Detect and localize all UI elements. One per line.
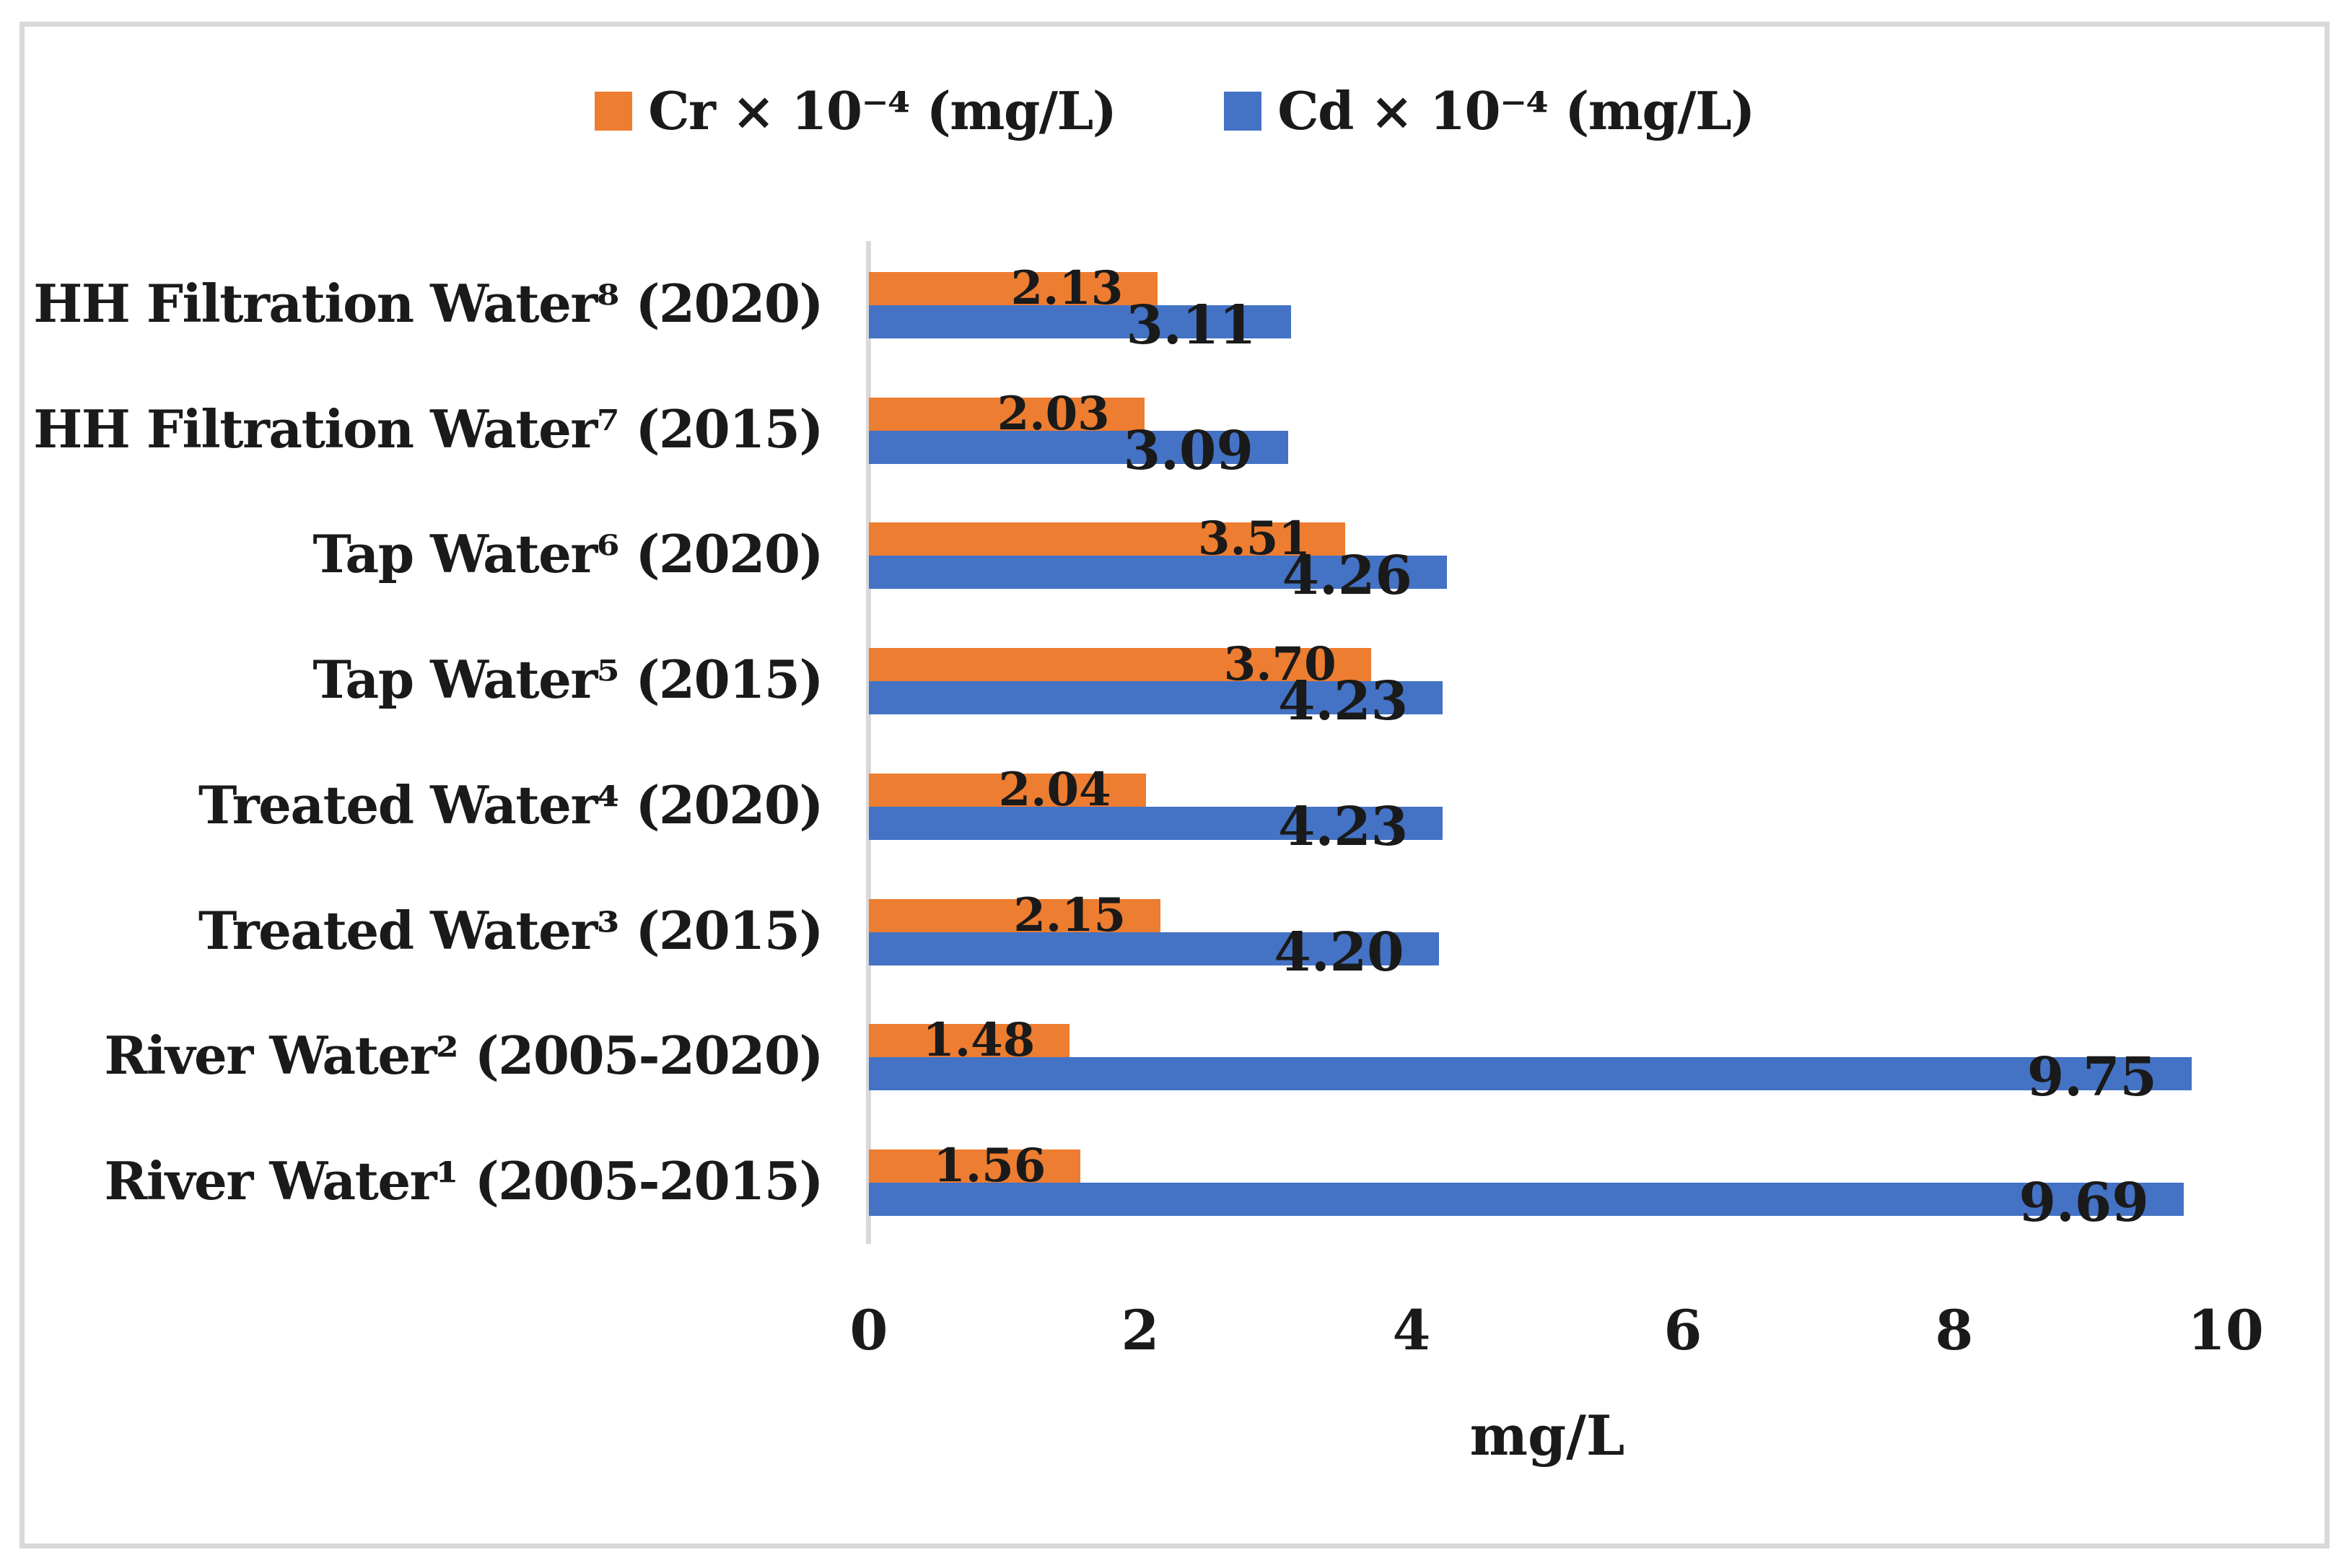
legend-swatch-cd-icon [1224,92,1262,131]
data-label-cr-2: 3.51 [1198,512,1311,566]
data-label-cd-5: 4.20 [1274,921,1404,984]
data-label-cr-4: 2.04 [998,762,1111,817]
data-label-cd-4: 4.23 [1278,795,1409,858]
category-label: Tap Water⁶ (2020) [312,523,823,585]
bar-cr-6: 1.48 [869,1017,1070,1064]
x-tick-label: 10 [2187,1298,2264,1362]
data-label-cd-2: 4.26 [1282,545,1412,608]
legend-item-cr: Cr × 10⁻⁴ (mg/L) [595,80,1117,141]
data-label-cd-3: 4.23 [1278,670,1409,733]
bar-cd-4: 4.23 [869,800,1443,854]
category-label: HH Filtration Water⁸ (2020) [33,272,823,334]
x-tick-label: 2 [1121,1298,1160,1362]
data-label-cd-7: 9.69 [2018,1172,2149,1235]
legend: Cr × 10⁻⁴ (mg/L) Cd × 10⁻⁴ (mg/L) [0,85,2349,137]
data-label-cr-3: 3.70 [1223,637,1337,692]
data-label-cd-6: 9.75 [2026,1046,2157,1109]
x-tick-label: 6 [1663,1298,1702,1362]
x-tick-label: 4 [1392,1298,1431,1362]
bar-cr-7: 1.56 [869,1143,1081,1189]
legend-item-cd: Cd × 10⁻⁴ (mg/L) [1224,80,1755,141]
bar-cr-1: 2.03 [869,390,1145,437]
category-label: Treated Water⁴ (2020) [198,774,824,836]
x-axis-ticks: 0 2 4 6 8 10 [850,1298,2264,1362]
data-label-cr-1: 2.03 [997,386,1110,441]
data-label-cd-1: 3.09 [1123,419,1254,482]
bar-cd-2: 4.26 [869,549,1447,603]
category-axis: HH Filtration Water⁸ (2020) HH Filtration… [29,241,823,1244]
bar-cd-5: 4.20 [869,926,1439,979]
data-label-cd-0: 3.11 [1126,294,1256,356]
category-label: River Water¹ (2005-2015) [104,1150,824,1212]
bar-cr-2: 3.51 [869,516,1345,562]
bar-cr-3: 3.70 [869,641,1371,688]
category-label: Tap Water⁵ (2015) [312,649,823,711]
data-label-cr-6: 1.48 [922,1013,1036,1068]
data-label-cr-5: 2.15 [1013,888,1127,942]
x-tick-label: 8 [1935,1298,1974,1362]
x-tick-label: 0 [849,1298,888,1362]
plot-area: 2.13 3.11 2.03 3.09 3.51 4.26 3.70 4.23 2.04 4.23… [866,241,2226,1244]
bar-cr-4: 2.04 [869,766,1146,813]
data-label-cr-7: 1.56 [933,1139,1046,1193]
bar-cr-0: 2.13 [869,265,1158,311]
bar-cr-5: 2.15 [869,892,1161,938]
bar-cd-0: 3.11 [869,299,1291,352]
category-label: River Water² (2005-2020) [104,1025,824,1087]
bar-cd-7: 9.69 [869,1176,2184,1230]
chart-border [19,22,2330,1549]
legend-label-cd: Cd × 10⁻⁴ (mg/L) [1277,80,1755,141]
bar-cd-3: 4.23 [869,675,1443,728]
bar-cd-1: 3.09 [869,424,1288,478]
category-label: Treated Water³ (2015) [198,899,824,961]
category-label: HH Filtration Water⁷ (2015) [33,398,823,460]
legend-label-cr: Cr × 10⁻⁴ (mg/L) [648,80,1117,141]
data-label-cr-0: 2.13 [1010,260,1124,315]
y-axis-line [866,241,871,1244]
bar-cd-6: 9.75 [869,1051,2192,1104]
legend-swatch-cr-icon [595,92,633,131]
x-axis-title: mg/L [1469,1403,1625,1468]
